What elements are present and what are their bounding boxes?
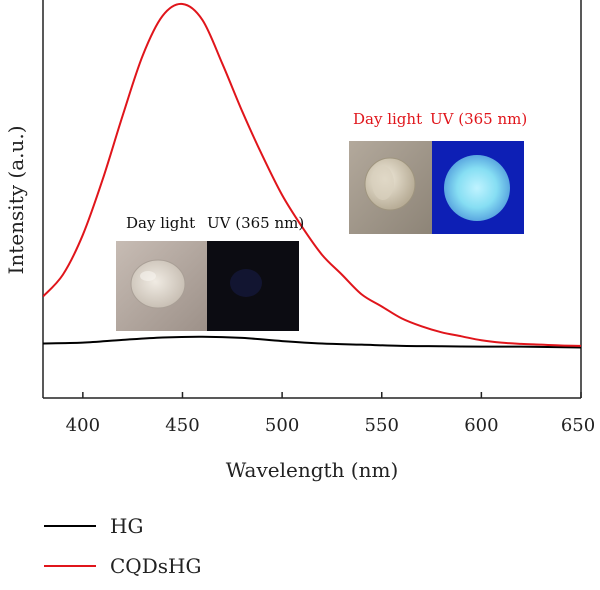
legend-label-hg: HG [110, 514, 143, 538]
series-line-cqdshg [43, 2, 581, 347]
inset-hg-daylight-disc [130, 259, 186, 309]
inset-cqdshg-daylight-highlight [372, 166, 394, 200]
x-tick-label: 400 [66, 415, 100, 436]
x-tick-label: 550 [365, 415, 399, 436]
inset-hg-uv-label: UV (365 nm) [207, 214, 304, 232]
x-tick-label: 650 [561, 415, 595, 436]
legend-label-cqdshg: CQDsHG [110, 554, 201, 578]
inset-cqdshg-daylight-label: Day light [353, 110, 422, 128]
x-ticks: 400 450 500 550 600 650 [66, 392, 595, 436]
series-line-hg [43, 335, 581, 349]
x-axis-title: Wavelength (nm) [226, 458, 399, 482]
x-tick-label: 450 [165, 415, 199, 436]
y-axis-title: Intensity (a.u.) [4, 125, 28, 274]
inset-cqdshg-photos: Day light UV (365 nm) [349, 110, 527, 234]
x-tick-label: 600 [464, 415, 498, 436]
inset-hg-photos: Day light UV (365 nm) [116, 214, 304, 331]
x-tick-label: 500 [265, 415, 299, 436]
inset-hg-daylight-highlight [140, 271, 156, 281]
inset-cqdshg-uv-label: UV (365 nm) [430, 110, 527, 128]
legend: HG CQDsHG [44, 514, 201, 578]
inset-hg-daylight-label: Day light [126, 214, 195, 232]
inset-hg-uv-disc [230, 269, 262, 297]
inset-cqdshg-uv-disc [444, 155, 510, 221]
